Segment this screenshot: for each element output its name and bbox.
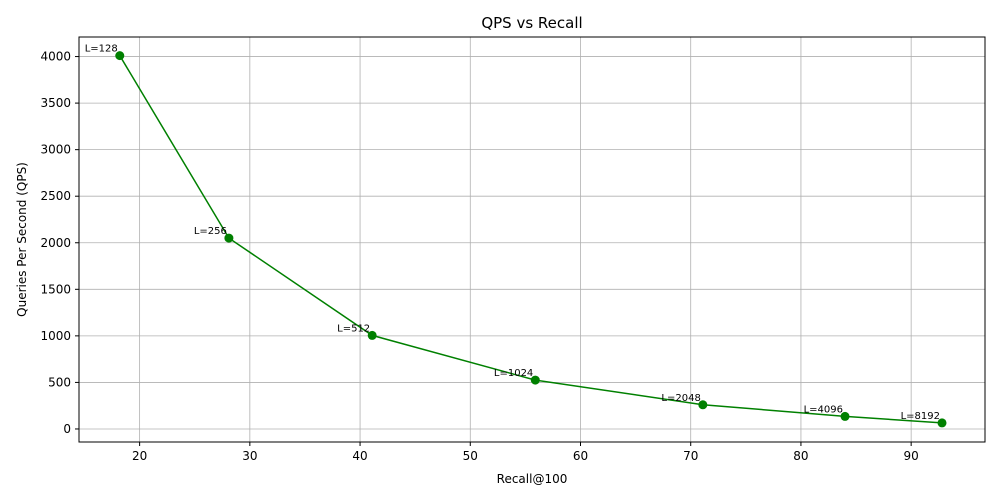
grid-lines [79, 37, 985, 442]
data-point [530, 375, 540, 385]
data-point-label: L=512 [337, 323, 370, 334]
data-point-label: L=4096 [804, 404, 843, 415]
series-layer: L=128 L=256 L=512 L=1024 L=2048 L=4096 L=8192 [85, 44, 947, 428]
data-point [115, 51, 125, 61]
y-tick-label: 2000 [40, 236, 71, 250]
y-tick-label: 1500 [40, 282, 71, 296]
data-point-label: L=8192 [901, 411, 940, 422]
x-tick-label: 20 [132, 449, 147, 463]
axis-ticks: 20 30 40 50 60 70 80 90 0 500 1000 1500 2000 2500 3000… [40, 50, 918, 463]
x-tick-label: 80 [793, 449, 808, 463]
data-point-label: L=2048 [661, 393, 700, 404]
plot-frame [78, 36, 986, 443]
x-tick-label: 60 [573, 449, 588, 463]
data-point [937, 418, 947, 428]
data-point [840, 411, 850, 421]
y-tick-label: 4000 [40, 50, 71, 64]
x-axis-label: Recall@100 [497, 472, 568, 486]
y-tick-label: 3500 [40, 96, 71, 110]
y-tick-label: 3000 [40, 143, 71, 157]
x-tick-label: 40 [352, 449, 367, 463]
data-point-label: L=256 [194, 226, 227, 237]
data-point-label: L=128 [85, 44, 118, 55]
x-tick-label: 50 [463, 449, 478, 463]
y-tick-label: 0 [63, 422, 71, 436]
x-tick-label: 90 [904, 449, 919, 463]
y-axis-label: Queries Per Second (QPS) [15, 162, 29, 317]
chart-title: QPS vs Recall [481, 14, 582, 32]
y-tick-label: 500 [48, 375, 71, 389]
x-tick-label: 70 [683, 449, 698, 463]
data-point [224, 233, 234, 243]
data-point [698, 400, 708, 410]
data-point-label: L=1024 [494, 368, 533, 379]
x-tick-label: 30 [242, 449, 257, 463]
data-point [367, 330, 377, 340]
y-tick-label: 2500 [40, 189, 71, 203]
y-tick-label: 1000 [40, 329, 71, 343]
